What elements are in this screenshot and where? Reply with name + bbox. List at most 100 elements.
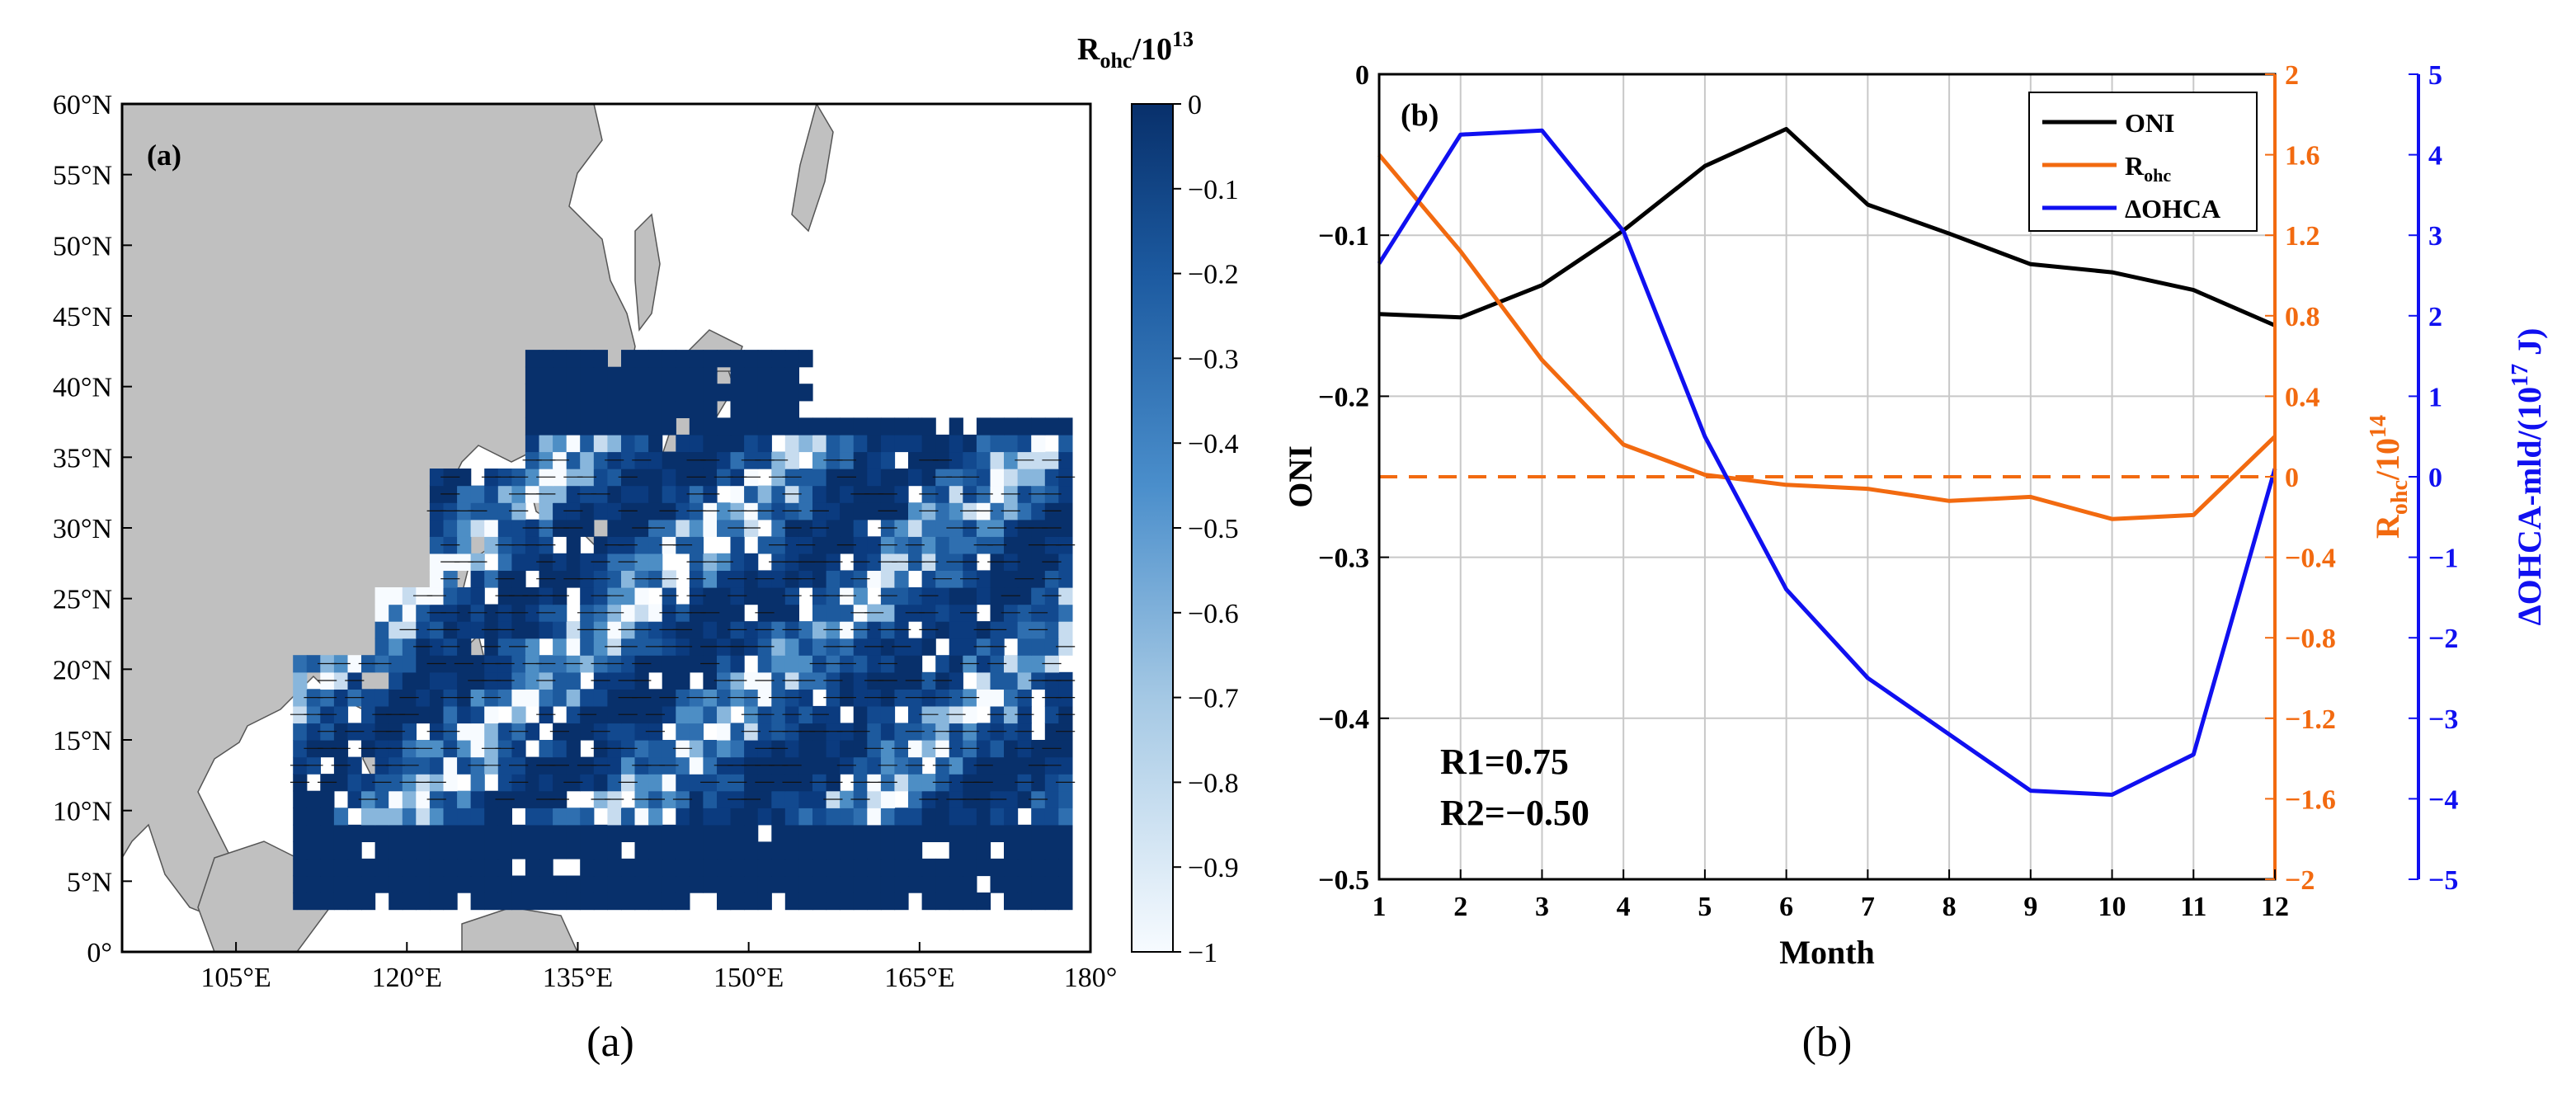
heatmap-cell — [457, 485, 472, 503]
heatmap-cell — [826, 705, 841, 724]
heatmap-cell — [963, 858, 977, 877]
heatmap-cell — [744, 621, 759, 639]
heatmap-cell — [703, 570, 718, 588]
heatmap-cell — [935, 536, 950, 554]
heatmap-cell — [840, 808, 855, 826]
heatmap-cell — [511, 841, 526, 859]
heatmap-cell — [374, 621, 389, 639]
heatmap-cell — [798, 350, 813, 368]
heatmap-cell — [771, 790, 786, 808]
heatmap-cell — [648, 621, 663, 639]
heatmap-cell — [607, 621, 622, 639]
heatmap-cell — [689, 536, 704, 554]
heatmap-cell — [389, 689, 403, 707]
heatmap-cell — [402, 790, 417, 808]
heatmap-cell — [1031, 655, 1046, 673]
x-axis-label: Month — [1779, 934, 1875, 971]
heatmap-cell — [963, 705, 977, 724]
heatmap-cell — [717, 621, 732, 639]
heatmap-cell — [1017, 604, 1032, 622]
heatmap-cell — [1017, 502, 1032, 520]
heatmap-cell — [429, 841, 445, 859]
heatmap-cell — [1004, 434, 1019, 453]
y-left-tick-label: −0.5 — [1318, 865, 1369, 896]
heatmap-cell — [634, 740, 649, 758]
heatmap-cell — [949, 417, 963, 436]
heatmap-cell — [921, 570, 936, 588]
heatmap-cell — [580, 824, 595, 842]
heatmap-cell — [1044, 621, 1059, 639]
heatmap-cell — [867, 536, 882, 554]
heatmap-cell — [607, 469, 622, 487]
heatmap-cell — [963, 536, 977, 554]
heatmap-cell — [525, 621, 540, 639]
heatmap-cell — [525, 417, 540, 436]
heatmap-cell — [963, 875, 977, 893]
heatmap-cell — [593, 384, 608, 402]
heatmap-cell — [648, 384, 663, 402]
heatmap-cell — [1031, 858, 1046, 877]
x-tick-label: 4 — [1617, 892, 1631, 922]
heatmap-cell — [976, 655, 991, 673]
legend: ONI Rohc ΔOHCA — [2028, 92, 2258, 232]
heatmap-cell — [416, 790, 431, 808]
heatmap-cell — [497, 519, 512, 537]
heatmap-cell — [429, 469, 445, 487]
heatmap-cell — [607, 400, 622, 418]
heatmap-cell — [880, 790, 896, 808]
heatmap-cell — [525, 469, 540, 487]
heatmap-cell — [744, 740, 759, 758]
land-sakhalin — [634, 213, 661, 332]
heatmap-cell — [798, 689, 813, 707]
heatmap-cell — [634, 400, 649, 418]
heatmap-cell — [484, 604, 499, 622]
heatmap-cell — [361, 723, 376, 741]
heatmap-cell — [293, 740, 308, 758]
heatmap-cell — [566, 875, 581, 893]
heatmap-cell — [689, 723, 704, 741]
lat-label: 50°N — [53, 231, 112, 261]
heatmap-cell — [634, 705, 649, 724]
heatmap-cell — [662, 366, 676, 384]
heatmap-cell — [662, 858, 676, 877]
y-right-rohc-tick-labels: 2 1.6 1.2 0.8 0.4 0 −0.4 −0.8 −1.2 −1.6 −2 — [2265, 60, 2336, 896]
heatmap-cell — [634, 841, 649, 859]
heatmap-cell — [580, 808, 595, 826]
heatmap-cell — [798, 774, 813, 792]
heatmap-cell — [757, 434, 772, 453]
heatmap-cell — [908, 638, 923, 656]
heatmap-cell — [553, 485, 567, 503]
heatmap-cell — [757, 485, 772, 503]
heatmap-cell — [402, 858, 417, 877]
heatmap-cell — [689, 740, 704, 758]
heatmap-cell — [853, 740, 868, 758]
heatmap-cell — [949, 502, 963, 520]
heatmap-cell — [580, 400, 595, 418]
heatmap-cell — [812, 638, 827, 656]
heatmap-cell — [976, 451, 991, 469]
heatmap-cell — [470, 808, 485, 826]
heatmap-cell — [607, 553, 622, 571]
heatmap-cell — [1004, 705, 1019, 724]
heatmap-cell — [730, 824, 745, 842]
heatmap-cell — [374, 638, 389, 656]
heatmap-cell — [593, 417, 608, 436]
heatmap-cell — [730, 366, 745, 384]
heatmap-cell — [730, 434, 745, 453]
heatmap-cell — [484, 841, 499, 859]
heatmap-cell — [1031, 892, 1046, 911]
x-tick-label: 9 — [2023, 892, 2037, 922]
heatmap-cell — [976, 824, 991, 842]
heatmap-cell — [580, 366, 595, 384]
heatmap-cell — [662, 451, 676, 469]
heatmap-cell — [894, 689, 909, 707]
lat-label: 35°N — [53, 443, 112, 473]
heatmap-cell — [730, 451, 745, 469]
heatmap-cell — [553, 366, 567, 384]
heatmap-cell — [853, 417, 868, 436]
heatmap-cell — [784, 400, 799, 418]
heatmap-cell — [621, 519, 636, 537]
heatmap-cell — [389, 808, 403, 826]
heatmap-cell — [539, 689, 553, 707]
heatmap-cell — [908, 858, 923, 877]
